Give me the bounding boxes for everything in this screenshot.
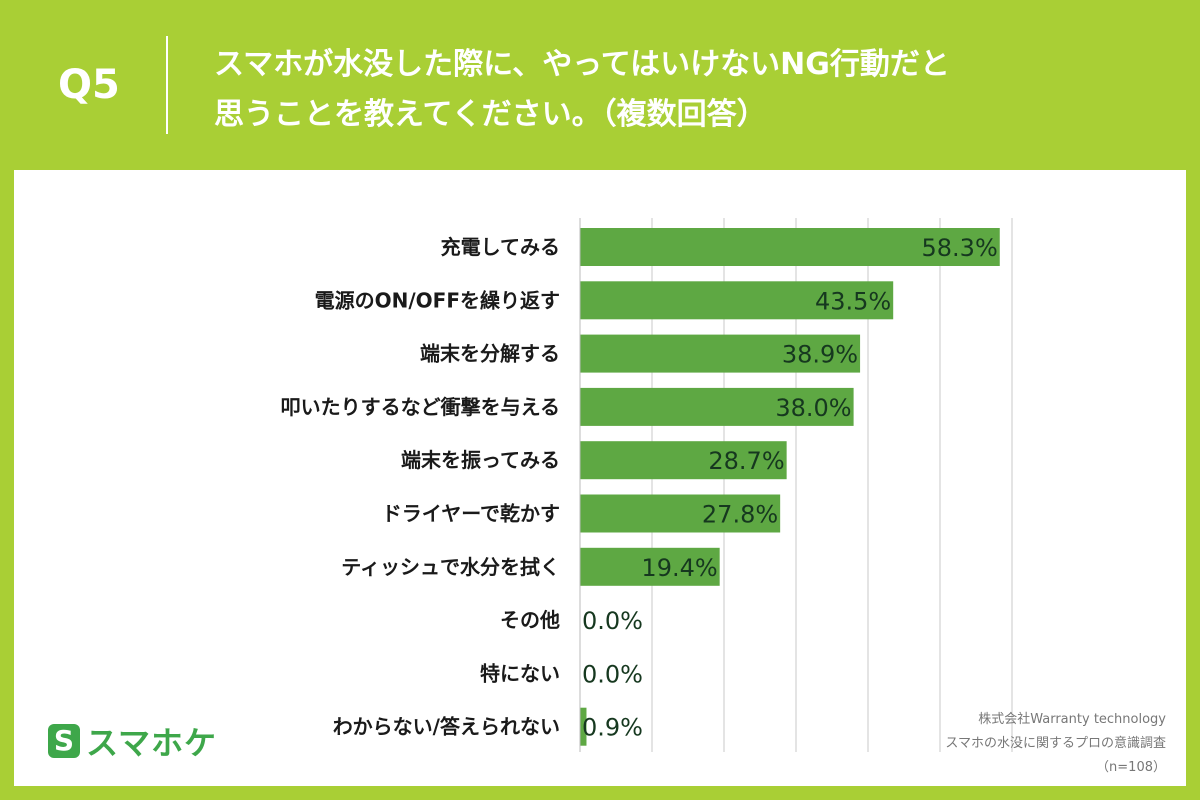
value-label: 0.9% xyxy=(582,714,643,742)
category-label: わからない/答えられない xyxy=(333,715,560,739)
bar xyxy=(580,707,587,746)
bar xyxy=(580,334,861,373)
source-sample-size: （n=108） xyxy=(1096,760,1166,775)
category-label: ドライヤーで乾かす xyxy=(382,502,560,526)
bar xyxy=(580,547,720,586)
source-company: 株式会社Warranty technology xyxy=(978,712,1166,727)
category-label: 端末を振ってみる xyxy=(401,448,560,472)
value-label: 19.4% xyxy=(641,554,717,582)
question-line-1: スマホが水没した際に、やってはいけないNG行動だと xyxy=(214,47,950,82)
question-header: Q5 スマホが水没した際に、やってはいけないNG行動だと 思うことを教えてくださ… xyxy=(0,0,1200,170)
bar xyxy=(580,281,894,320)
question-line-2: 思うことを教えてください。（複数回答） xyxy=(214,97,767,132)
logo-mark: S xyxy=(48,724,80,758)
value-label: 58.3% xyxy=(922,234,998,262)
category-label: その他 xyxy=(500,608,560,632)
question-text: スマホが水没した際に、やってはいけないNG行動だと 思うことを教えてください。（… xyxy=(214,40,1174,140)
category-label: 端末を分解する xyxy=(420,342,560,366)
logo-text: スマホケ xyxy=(86,724,218,762)
value-label: 27.8% xyxy=(702,501,778,529)
category-label: 特にない xyxy=(480,661,560,685)
bar xyxy=(580,387,854,426)
value-label: 0.0% xyxy=(582,660,643,688)
value-label: 28.7% xyxy=(708,447,784,475)
category-label: 叩いたりするなど衝撃を与える xyxy=(281,395,560,419)
value-label: 38.9% xyxy=(782,341,858,369)
chart-panel: 充電してみる 58.3% 電源のON/OFFを繰り返す 43.5% 端末を分解する 38.… xyxy=(14,170,1186,786)
bar xyxy=(580,228,1000,266)
source-survey: スマホの水没に関するプロの意識調査 xyxy=(945,736,1166,751)
category-label: ティッシュで水分を拭く xyxy=(341,555,560,579)
header-divider xyxy=(166,36,168,134)
bar xyxy=(580,441,787,480)
category-label: 電源のON/OFFを繰り返す xyxy=(315,288,560,312)
value-label: 0.0% xyxy=(582,607,643,635)
value-label: 43.5% xyxy=(815,287,891,315)
question-number: Q5 xyxy=(58,62,120,108)
bar-chart: 充電してみる 58.3% 電源のON/OFFを繰り返す 43.5% 端末を分解する 38.… xyxy=(281,218,1013,752)
value-label: 38.0% xyxy=(775,394,851,422)
brand-logo: S スマホケ xyxy=(48,718,217,764)
bar xyxy=(580,494,781,533)
category-label: 充電してみる xyxy=(441,235,560,259)
source-note: 株式会社Warranty technology スマホの水没に関するプロの意識調… xyxy=(945,708,1166,780)
